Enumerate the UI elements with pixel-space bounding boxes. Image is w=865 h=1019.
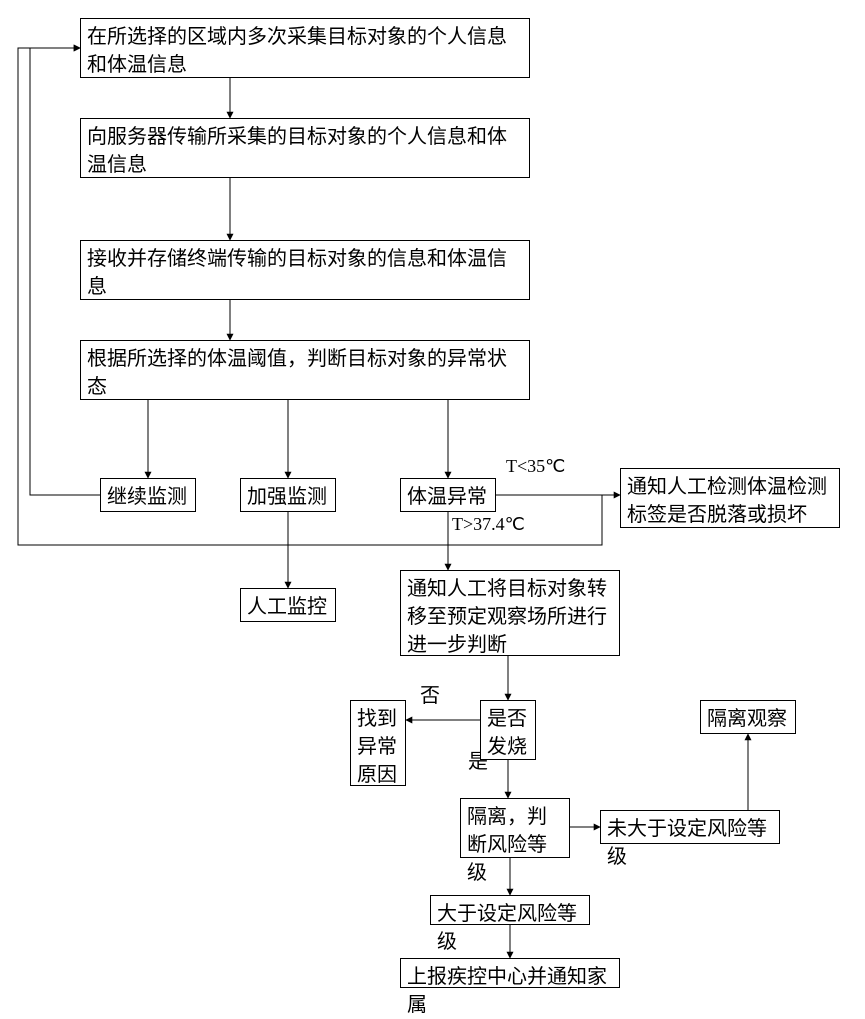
node-transfer_observe: 通知人工将目标对象转移至预定观察场所进行进一步判断 bbox=[400, 570, 620, 656]
node-report_cdc: 上报疾控中心并通知家属 bbox=[400, 958, 620, 988]
node-not_exceed_risk: 未大于设定风险等级 bbox=[600, 810, 780, 844]
node-step4: 根据所选择的体温阈值，判断目标对象的异常状态 bbox=[80, 340, 530, 400]
node-manual_monitor: 人工监控 bbox=[240, 588, 336, 622]
node-notify_check_tag: 通知人工检测体温检测标签是否脱落或损坏 bbox=[620, 468, 840, 528]
node-strengthen_monitor: 加强监测 bbox=[240, 478, 336, 512]
node-continue_monitor: 继续监测 bbox=[100, 478, 196, 512]
node-temp_abnormal: 体温异常 bbox=[400, 478, 496, 512]
flowchart-nodes: 在所选择的区域内多次采集目标对象的个人信息和体温信息向服务器传输所采集的目标对象… bbox=[0, 0, 865, 1000]
node-is_fever: 是否发烧 bbox=[480, 700, 536, 760]
node-step1: 在所选择的区域内多次采集目标对象的个人信息和体温信息 bbox=[80, 18, 530, 78]
node-isolate_judge_risk: 隔离，判断风险等级 bbox=[460, 798, 570, 858]
node-step3: 接收并存储终端传输的目标对象的信息和体温信息 bbox=[80, 240, 530, 300]
node-exceed_risk: 大于设定风险等级 bbox=[430, 895, 590, 925]
node-isolate_observe: 隔离观察 bbox=[700, 700, 796, 734]
node-find_cause: 找到异常原因 bbox=[350, 700, 406, 786]
node-step2: 向服务器传输所采集的目标对象的个人信息和体温信息 bbox=[80, 118, 530, 178]
